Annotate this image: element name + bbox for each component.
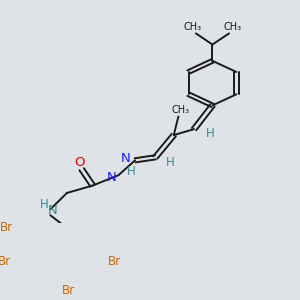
Text: O: O <box>75 156 85 169</box>
Text: H: H <box>166 156 175 169</box>
Text: Br: Br <box>62 284 75 297</box>
Text: CH₃: CH₃ <box>171 105 189 115</box>
Text: H: H <box>127 165 136 178</box>
Text: Br: Br <box>0 255 11 268</box>
Text: CH₃: CH₃ <box>183 22 201 32</box>
Text: H: H <box>40 198 49 211</box>
Text: H: H <box>206 127 215 140</box>
Text: N: N <box>107 171 117 184</box>
Text: CH₃: CH₃ <box>224 22 242 32</box>
Text: N: N <box>47 204 57 217</box>
Text: Br: Br <box>0 221 13 234</box>
Text: Br: Br <box>108 255 121 268</box>
Text: N: N <box>121 152 130 165</box>
